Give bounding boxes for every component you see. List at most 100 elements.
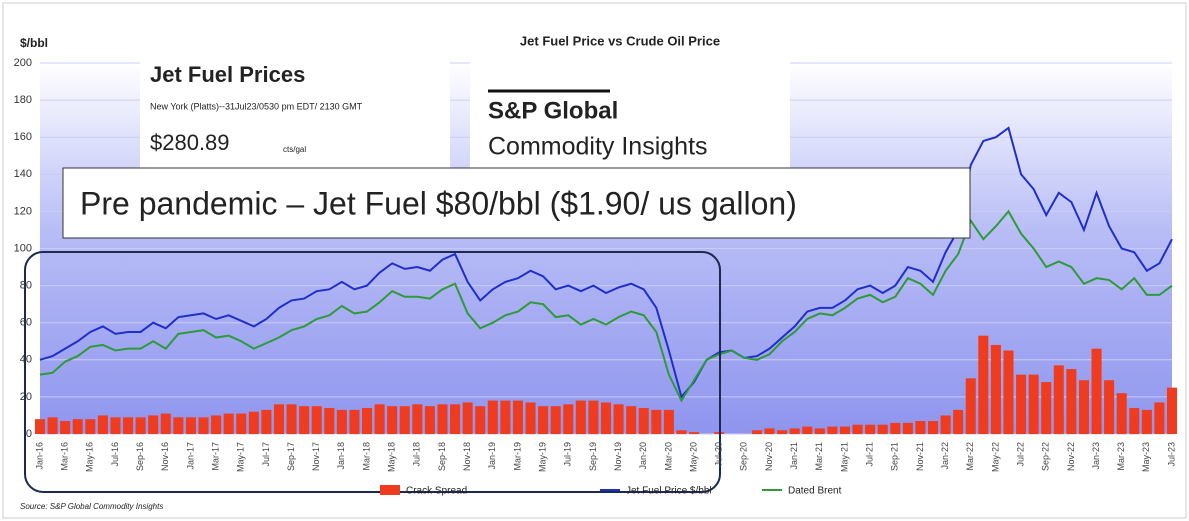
overlay-box — [140, 55, 450, 173]
y-tick-label: 100 — [14, 242, 32, 254]
bar — [1028, 374, 1039, 434]
y-tick-label: 120 — [14, 205, 32, 217]
callout-box — [62, 167, 971, 239]
x-tick-label: Jan-20 — [638, 442, 648, 470]
source-note: Source: S&P Global Commodity Insights — [20, 502, 163, 511]
logo-subbrand: Commodity Insights — [488, 133, 708, 161]
bar — [1141, 409, 1152, 434]
bar — [450, 404, 461, 434]
x-tick-label: Mar-17 — [210, 442, 220, 471]
overlay-heading: Jet Fuel Prices — [150, 62, 305, 87]
bar — [575, 400, 586, 434]
bar — [34, 419, 46, 434]
x-tick-label: May-18 — [387, 442, 397, 472]
bar — [374, 404, 385, 434]
line — [39, 126, 1173, 399]
x-tick-label: May-22 — [990, 442, 1000, 472]
bar — [940, 415, 951, 434]
x-tick-label: Sep-19 — [588, 442, 598, 471]
x-tick-label: Sep-20 — [739, 442, 749, 471]
bar — [689, 432, 700, 434]
bar — [185, 417, 196, 434]
x-tick-label: Jan-23 — [1091, 442, 1101, 470]
x-tick-label: Sep-17 — [286, 442, 296, 471]
x-tick-label: Nov-22 — [1066, 442, 1076, 471]
bar — [211, 415, 222, 434]
x-tick-label: Nov-19 — [613, 442, 623, 471]
logo-brand: S&P Global — [488, 97, 618, 124]
y-tick-label: 60 — [20, 317, 32, 329]
x-tick-label: Jan-19 — [487, 442, 497, 470]
bar — [839, 426, 851, 434]
bar — [563, 404, 574, 434]
bar — [160, 413, 171, 434]
callout-text: Pre pandemic – Jet Fuel $80/bbl ($1.90/ … — [80, 185, 797, 221]
bar — [135, 417, 146, 434]
bar — [424, 406, 435, 434]
x-tick-label: Mar-16 — [60, 442, 70, 471]
y-tick-label: 180 — [14, 94, 32, 106]
bar — [877, 424, 888, 434]
bar — [173, 417, 184, 434]
x-tick-label: May-17 — [236, 442, 246, 472]
bar — [236, 413, 247, 434]
bar — [1078, 380, 1089, 434]
chart-title: Jet Fuel Price vs Crude Oil Price — [520, 33, 720, 48]
y-tick-label: 80 — [20, 280, 32, 292]
overlay-price-unit: cts/gal — [283, 145, 306, 154]
bar — [148, 415, 159, 434]
x-tick-label: May-23 — [1141, 442, 1151, 472]
x-tick-label: Nov-16 — [160, 442, 170, 471]
x-tick-label: Sep-16 — [135, 442, 145, 471]
bar — [412, 404, 423, 434]
bar — [85, 419, 96, 434]
bar — [1154, 402, 1165, 434]
bar — [865, 424, 876, 434]
bar — [600, 402, 612, 434]
bar — [1016, 374, 1027, 434]
x-tick-label: Nov-20 — [764, 442, 774, 471]
bar — [198, 417, 209, 434]
legend-label: Dated Brent — [788, 486, 842, 497]
bar — [827, 426, 838, 434]
bar — [500, 400, 511, 434]
bar — [286, 404, 297, 434]
overlay-price: $280.89 — [150, 130, 230, 155]
bar — [638, 408, 649, 434]
bar — [123, 417, 134, 434]
bar — [890, 422, 901, 434]
bar — [336, 409, 347, 434]
legend-label: Crack Spread — [406, 486, 467, 497]
bar — [852, 424, 863, 434]
bar — [777, 430, 788, 434]
bar — [927, 421, 939, 434]
bar — [47, 417, 58, 434]
x-tick-label: Jul-16 — [110, 442, 120, 467]
x-tick-label: Nov-17 — [311, 442, 321, 471]
x-tick-label: Sep-21 — [890, 442, 900, 471]
legend-label: Jet Fuel Price $/bbl — [626, 486, 712, 497]
x-tick-label: May-20 — [688, 442, 698, 472]
bar — [1053, 365, 1064, 434]
bar — [902, 422, 913, 434]
y-tick-label: 160 — [14, 131, 32, 143]
bar — [361, 408, 373, 434]
bar — [223, 413, 234, 434]
bar — [965, 378, 976, 434]
bar — [814, 428, 825, 434]
y-axis-label: $/bbl — [20, 36, 48, 50]
bar — [538, 406, 549, 434]
bar — [525, 402, 536, 434]
bar — [387, 406, 398, 434]
bar — [588, 400, 599, 434]
x-tick-label: May-16 — [85, 442, 95, 472]
x-tick-label: May-21 — [839, 442, 849, 472]
bar — [663, 409, 674, 434]
bar — [248, 411, 259, 434]
x-tick-label: Mar-21 — [814, 442, 824, 471]
bar — [349, 409, 360, 434]
bar — [1166, 387, 1178, 434]
bar — [1041, 382, 1052, 434]
